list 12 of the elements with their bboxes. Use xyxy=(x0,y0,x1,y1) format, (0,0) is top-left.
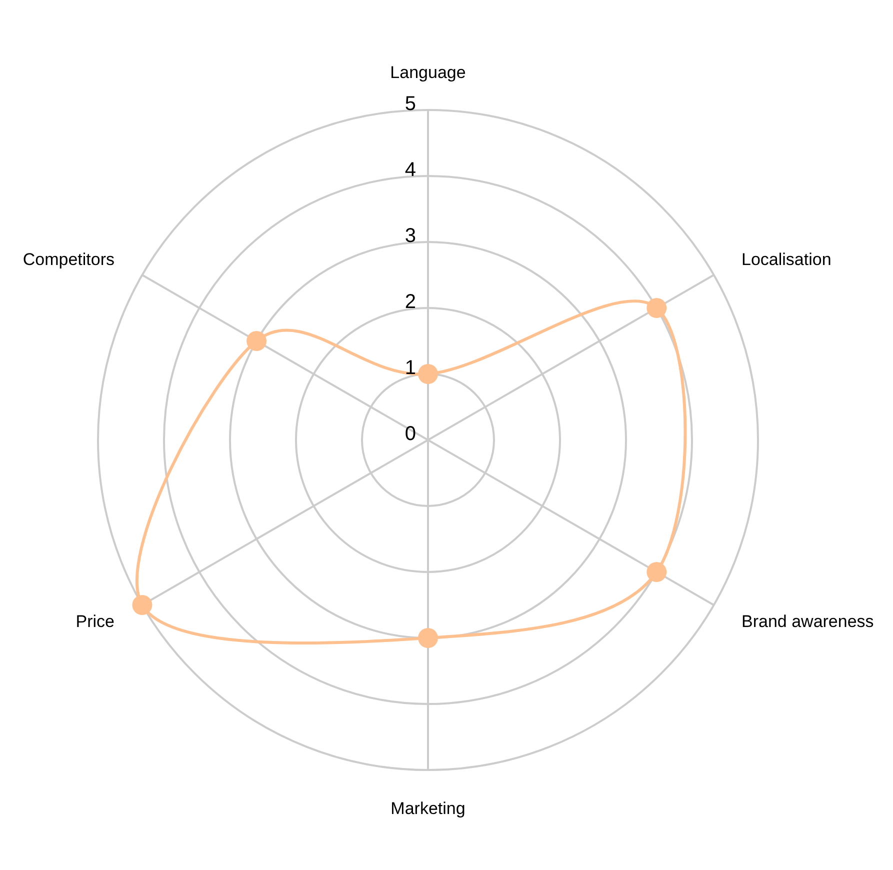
spoke-label: Language xyxy=(390,63,466,82)
spoke-label: Price xyxy=(76,612,114,632)
y-tick-label: 4 xyxy=(404,159,416,181)
y-tick-label: 2 xyxy=(404,291,416,313)
spoke-label: Competitors xyxy=(22,250,114,270)
spoke-label: Brand awareness xyxy=(742,612,874,632)
y-tick-label: 0 xyxy=(404,423,416,445)
y-tick-label: 5 xyxy=(404,93,416,115)
spoke-label: Localisation xyxy=(742,250,832,270)
spoke-label: Marketing xyxy=(390,799,466,818)
y-tick-label: 1 xyxy=(404,357,416,379)
y-tick-label: 3 xyxy=(404,225,416,247)
